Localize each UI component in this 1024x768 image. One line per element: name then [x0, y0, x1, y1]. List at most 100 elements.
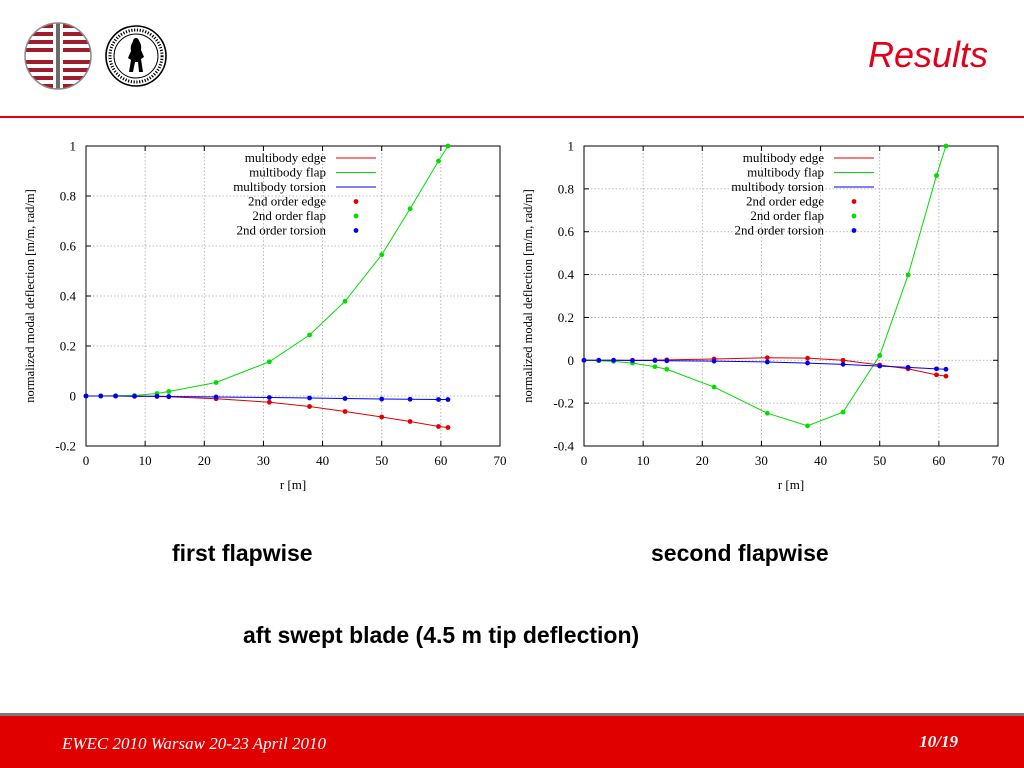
- data-point-2nd-order-flap: [934, 173, 939, 178]
- data-point-2nd-order-edge: [436, 424, 441, 429]
- y-tick-label: 0.2: [60, 339, 76, 354]
- x-tick-label: 60: [434, 453, 447, 468]
- legend-label: multibody edge: [743, 150, 824, 165]
- x-tick-label: 20: [198, 453, 211, 468]
- caption-first-flapwise: first flapwise: [172, 540, 313, 566]
- data-point-2nd-order-torsion: [154, 393, 160, 399]
- data-point-2nd-order-flap: [652, 364, 658, 370]
- y-tick-label: 0.8: [60, 189, 76, 204]
- data-point-2nd-order-torsion: [342, 396, 348, 401]
- data-point-2nd-order-edge: [934, 372, 939, 378]
- x-tick-label: 30: [257, 453, 270, 468]
- x-tick-label: 0: [581, 453, 588, 468]
- y-tick-label: 1: [70, 139, 77, 154]
- data-point-2nd-order-torsion: [805, 360, 810, 366]
- data-point-2nd-order-flap: [445, 143, 451, 149]
- y-axis-label: normalized modal deflection [m/m, rad/m]: [23, 189, 37, 402]
- university-seal-logo-icon: [105, 25, 167, 87]
- data-point-2nd-order-torsion: [166, 394, 172, 399]
- series-line-multibody-edge: [86, 395, 449, 428]
- y-tick-label: 0.4: [558, 267, 575, 282]
- data-point-2nd-order-flap: [877, 353, 883, 358]
- x-tick-label: 70: [494, 453, 507, 468]
- data-point-2nd-order-flap: [711, 384, 717, 390]
- footer-conference: EWEC 2010 Warsaw 20-23 April 2010: [62, 734, 326, 753]
- data-point-2nd-order-torsion: [445, 397, 451, 402]
- data-point-2nd-order-torsion: [132, 393, 137, 399]
- data-point-2nd-order-torsion: [652, 358, 658, 363]
- data-point-2nd-order-torsion: [379, 396, 385, 402]
- chart-second-flapwise: 0 10 20 30 40 50 60 70 -0.4 -0.2 0 0.2 0.4 0.6 0.8 1 r […: [512, 134, 1022, 500]
- striped-circle-logo-icon: [24, 22, 92, 90]
- legend-swatch-dot: [851, 213, 857, 219]
- x-tick-label: 10: [139, 453, 152, 468]
- y-tick-label: -0.2: [55, 439, 76, 454]
- data-point-2nd-order-torsion: [840, 361, 846, 367]
- data-point-2nd-order-torsion: [877, 363, 883, 369]
- data-point-2nd-order-edge: [764, 355, 770, 361]
- legend-swatch-dot: [353, 213, 359, 219]
- y-tick-label: 0.4: [60, 289, 77, 304]
- y-tick-label: 0.8: [558, 181, 574, 196]
- x-axis-label: r [m]: [280, 477, 306, 492]
- y-tick-label: 0.2: [558, 310, 574, 325]
- footer-bar: EWEC 2010 Warsaw 20-23 April 2010 10/19: [0, 713, 1024, 768]
- data-point-2nd-order-torsion: [83, 393, 89, 399]
- chart-second-flapwise-plot: 0 10 20 30 40 50 60 70 -0.4 -0.2 0 0.2 0.4 0.6 0.8 1 r […: [521, 139, 1005, 493]
- y-tick-label: -0.2: [553, 396, 574, 411]
- data-point-2nd-order-edge: [379, 414, 385, 420]
- data-point-2nd-order-flap: [943, 143, 949, 149]
- legend-label: 2nd order flap: [750, 208, 824, 223]
- data-point-2nd-order-flap: [213, 380, 219, 385]
- x-tick-label: 20: [696, 453, 709, 468]
- data-point-2nd-order-flap: [805, 423, 810, 429]
- data-point-2nd-order-flap: [342, 298, 348, 304]
- y-tick-label: -0.4: [553, 439, 574, 454]
- data-point-2nd-order-torsion: [943, 366, 949, 372]
- data-point-2nd-order-flap: [905, 272, 911, 278]
- y-axis-label: normalized modal deflection [m/m, rad/m]: [521, 189, 535, 402]
- legend-label: 2nd order edge: [746, 194, 824, 209]
- legend-swatch-dot: [851, 199, 857, 204]
- x-tick-label: 60: [932, 453, 945, 468]
- data-point-2nd-order-torsion: [905, 364, 911, 370]
- data-point-2nd-order-edge: [805, 355, 810, 361]
- legend-swatch-dot: [353, 199, 359, 204]
- data-point-2nd-order-torsion: [596, 357, 602, 363]
- y-tick-label: 1: [568, 139, 575, 154]
- y-tick-label: 0: [70, 389, 77, 404]
- legend-label: 2nd order flap: [252, 208, 326, 223]
- data-point-2nd-order-edge: [943, 373, 949, 379]
- series-line-multibody-torsion: [584, 359, 946, 370]
- data-point-2nd-order-torsion: [266, 395, 272, 400]
- data-point-2nd-order-torsion: [436, 397, 441, 402]
- x-tick-label: 70: [992, 453, 1005, 468]
- chart-first-flapwise-plot: 0 10 20 30 40 50 60 70 -0.2 0 0.2 0.4 0.6 0.8 1 r [m] no…: [23, 139, 507, 493]
- caption-second-flapwise: second flapwise: [651, 540, 829, 566]
- data-point-2nd-order-edge: [266, 399, 272, 405]
- data-point-2nd-order-flap: [840, 409, 846, 415]
- legend-label: 2nd order torsion: [236, 223, 326, 238]
- caption-main: aft swept blade (4.5 m tip deflection): [243, 622, 640, 648]
- data-point-2nd-order-edge: [407, 419, 413, 424]
- data-point-2nd-order-torsion: [407, 396, 413, 402]
- data-point-2nd-order-torsion: [764, 359, 770, 365]
- y-tick-label: 0.6: [60, 239, 77, 254]
- legend-label: multibody torsion: [731, 179, 824, 194]
- data-point-2nd-order-torsion: [611, 357, 616, 363]
- data-point-2nd-order-edge: [445, 425, 451, 430]
- legend-label: multibody flap: [249, 165, 326, 180]
- data-point-2nd-order-torsion: [213, 394, 219, 400]
- data-point-2nd-order-flap: [764, 410, 770, 416]
- legend-label: 2nd order torsion: [734, 223, 824, 238]
- data-point-2nd-order-edge: [342, 409, 348, 414]
- chart-first-flapwise: 0 10 20 30 40 50 60 70 -0.2 0 0.2 0.4 0.6 0.8 1 r [m] no…: [14, 134, 524, 500]
- page-title: Results: [867, 34, 988, 75]
- x-axis-label: r [m]: [778, 477, 804, 492]
- data-point-2nd-order-flap: [307, 332, 312, 338]
- data-point-2nd-order-edge: [840, 357, 846, 363]
- data-point-2nd-order-torsion: [934, 366, 939, 372]
- x-tick-label: 50: [873, 453, 886, 468]
- x-tick-label: 40: [316, 453, 329, 468]
- data-point-2nd-order-flap: [166, 389, 172, 394]
